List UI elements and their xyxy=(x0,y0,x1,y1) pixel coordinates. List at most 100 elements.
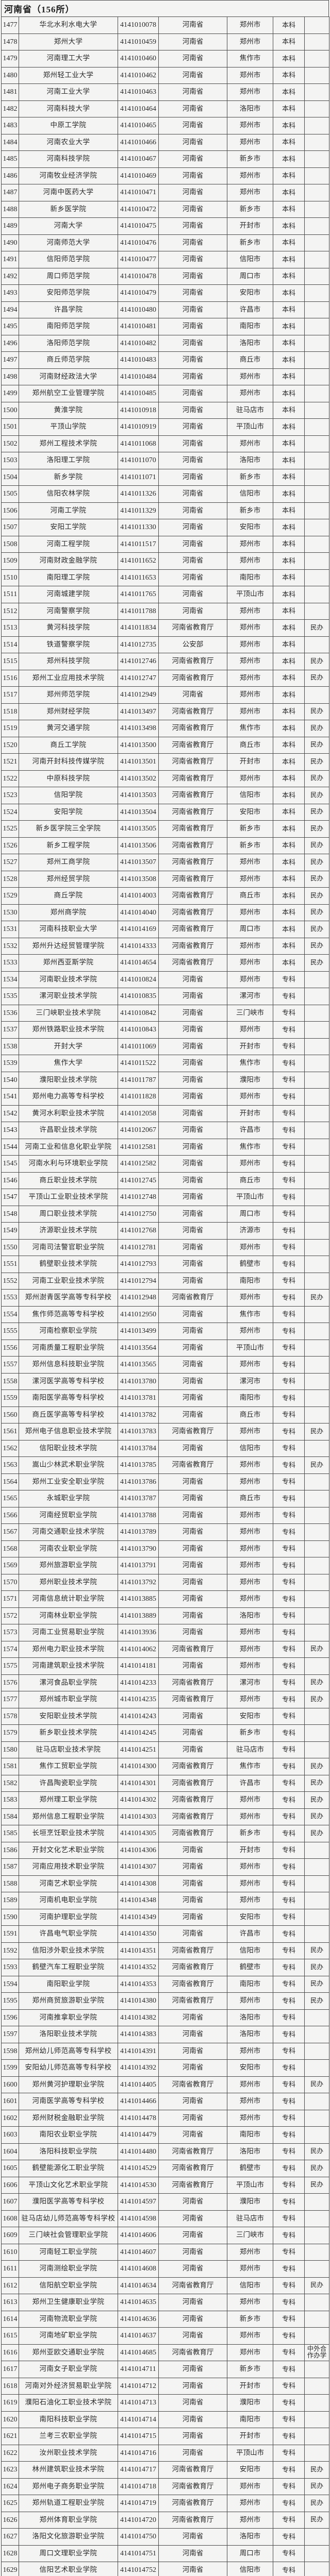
school-name-cell: 郑州西亚斯学院 xyxy=(19,954,118,972)
city-cell: 平顶山市 xyxy=(227,1339,273,1357)
level-cell: 专科 xyxy=(273,2093,305,2110)
table-row: 1477 华北水利水电大学 4141010078 河南省 郑州市 本科 xyxy=(1,16,329,34)
authority-cell: 河南省 xyxy=(158,1372,227,1390)
authority-cell: 河南省教育厅 xyxy=(158,2143,227,2160)
school-name-cell: 鹤壁汽车工程职业学院 xyxy=(19,1959,118,1976)
authority-cell: 河南省 xyxy=(158,2294,227,2311)
school-name-cell: 河南医学高等专科学校 xyxy=(19,2093,118,2110)
authority-cell: 河南省教育厅 xyxy=(158,1975,227,1993)
index-cell: 1609 xyxy=(1,2227,19,2244)
remark-cell xyxy=(304,468,329,486)
index-cell: 1603 xyxy=(1,2126,19,2144)
remark-cell: 民办 xyxy=(304,1691,329,1708)
school-name-cell: 河南机电职业学院 xyxy=(19,1892,118,1909)
index-cell: 1526 xyxy=(1,837,19,854)
authority-cell: 河南省 xyxy=(158,1490,227,1507)
school-name-cell: 南阳师范学院 xyxy=(19,318,118,335)
level-cell: 专科 xyxy=(273,1640,305,1658)
city-cell: 漯河市 xyxy=(227,1372,273,1390)
city-cell: 信阳市 xyxy=(227,787,273,804)
city-cell: 郑州市 xyxy=(227,1992,273,2010)
school-code-cell: 4141011071 xyxy=(118,468,159,486)
level-cell: 专科 xyxy=(273,1774,305,1792)
authority-cell: 河南省 xyxy=(158,217,227,235)
city-cell: 开封市 xyxy=(227,1105,273,1122)
table-row: 1564 郑州工业安全职业学院 4141013786 河南省 郑州市 专科 xyxy=(1,1473,329,1490)
school-code-cell: 4141013497 xyxy=(118,703,159,720)
level-cell: 本科 xyxy=(273,117,305,134)
school-name-cell: 河南推拿职业学院 xyxy=(19,2009,118,2026)
level-cell: 专科 xyxy=(273,988,305,1005)
index-cell: 1590 xyxy=(1,1908,19,1926)
authority-cell: 河南省教育厅 xyxy=(158,2478,227,2495)
table-row: 1522 中原科技学院 4141013502 河南省教育厅 郑州市 本科 民办 xyxy=(1,770,329,787)
index-cell: 1533 xyxy=(1,954,19,972)
authority-cell: 河南省 xyxy=(158,368,227,385)
city-cell: 郑州市 xyxy=(227,686,273,704)
index-cell: 1523 xyxy=(1,787,19,804)
school-code-cell: 4141011069 xyxy=(118,1038,159,1055)
city-cell: 安阳市 xyxy=(227,2059,273,2077)
table-row: 1507 安阳工学院 4141011330 河南省 安阳市 本科 xyxy=(1,519,329,536)
remark-cell xyxy=(304,2260,329,2278)
school-name-cell: 郑州信息工程职业学院 xyxy=(19,1808,118,1825)
table-row: 1624 郑州电子商务职业学院 4141014718 河南省教育厅 郑州市 专科 民办 xyxy=(1,2478,329,2495)
school-code-cell: 4141013786 xyxy=(118,1473,159,1490)
authority-cell: 河南省 xyxy=(158,1172,227,1189)
index-cell: 1581 xyxy=(1,1758,19,1775)
table-row: 1542 黄河水利职业技术学院 4141012058 河南省 开封市 专科 xyxy=(1,1105,329,1122)
city-cell: 郑州市 xyxy=(227,385,273,402)
remark-cell: 民办 xyxy=(304,803,329,821)
level-cell: 本科 xyxy=(273,653,305,670)
level-cell: 专科 xyxy=(273,1590,305,1608)
table-row: 1562 信阳职业技术学院 4141013784 河南省 信阳市 专科 xyxy=(1,1439,329,1457)
remark-cell: 民办 xyxy=(304,1456,329,1474)
index-cell: 1550 xyxy=(1,1239,19,1256)
school-name-cell: 南阳理工学院 xyxy=(19,569,118,586)
index-cell: 1624 xyxy=(1,2478,19,2495)
city-cell: 郑州市 xyxy=(227,368,273,385)
index-cell: 1577 xyxy=(1,1691,19,1708)
level-cell: 专科 xyxy=(273,1122,305,1139)
authority-cell: 河南省 xyxy=(158,452,227,469)
authority-cell: 河南省 xyxy=(158,1306,227,1323)
table-row: 1575 河南建筑职业技术学院 4141014181 河南省 郑州市 专科 xyxy=(1,1657,329,1675)
remark-cell: 民办 xyxy=(304,1942,329,1959)
school-name-cell: 河南财政金融学院 xyxy=(19,552,118,570)
remark-cell: 民办 xyxy=(304,2176,329,2194)
school-name-cell: 郑州工程技术学院 xyxy=(19,435,118,452)
level-cell: 本科 xyxy=(273,66,305,84)
index-cell: 1553 xyxy=(1,1289,19,1307)
table-row: 1628 周口文理职业学院 4141014751 河南省 周口市 专科 xyxy=(1,2545,329,2562)
school-code-cell: 4141014529 xyxy=(118,2160,159,2177)
school-name-cell: 商丘医学高等专科学校 xyxy=(19,1406,118,1423)
authority-cell: 河南省教育厅 xyxy=(158,2076,227,2093)
index-cell: 1496 xyxy=(1,334,19,352)
remark-cell xyxy=(304,686,329,704)
city-cell: 郑州市 xyxy=(227,1155,273,1173)
school-name-cell: 焦作大学 xyxy=(19,1055,118,1072)
school-code-cell: 4141014606 xyxy=(118,2227,159,2244)
table-row: 1581 焦作工贸职业学院 4141014300 河南省教育厅 焦作市 专科 民办 xyxy=(1,1758,329,1775)
remark-cell: 民办 xyxy=(304,703,329,720)
remark-cell xyxy=(304,2210,329,2227)
level-cell: 本科 xyxy=(273,468,305,486)
city-cell: 郑州市 xyxy=(227,2495,273,2512)
table-row: 1524 安阳学院 4141013504 河南省教育厅 安阳市 本科 民办 xyxy=(1,803,329,821)
remark-cell: 民办 xyxy=(304,2478,329,2495)
school-code-cell: 4141010469 xyxy=(118,167,159,184)
authority-cell: 河南省教育厅 xyxy=(158,887,227,905)
city-cell: 焦作市 xyxy=(227,1758,273,1775)
school-name-cell: 郑州财经学院 xyxy=(19,703,118,720)
table-row: 1481 河南工业大学 4141010463 河南省 郑州市 本科 xyxy=(1,83,329,101)
table-row: 1478 郑州大学 4141010459 河南省 郑州市 本科 xyxy=(1,33,329,50)
city-cell: 郑州市 xyxy=(227,2344,273,2361)
index-cell: 1538 xyxy=(1,1038,19,1055)
school-name-cell: 漯河职业技术学院 xyxy=(19,988,118,1005)
remark-cell xyxy=(304,2109,329,2127)
school-code-cell: 4141010471 xyxy=(118,184,159,201)
index-cell: 1512 xyxy=(1,602,19,620)
level-cell: 专科 xyxy=(273,1808,305,1825)
authority-cell: 河南省 xyxy=(158,569,227,586)
remark-cell xyxy=(304,1306,329,1323)
